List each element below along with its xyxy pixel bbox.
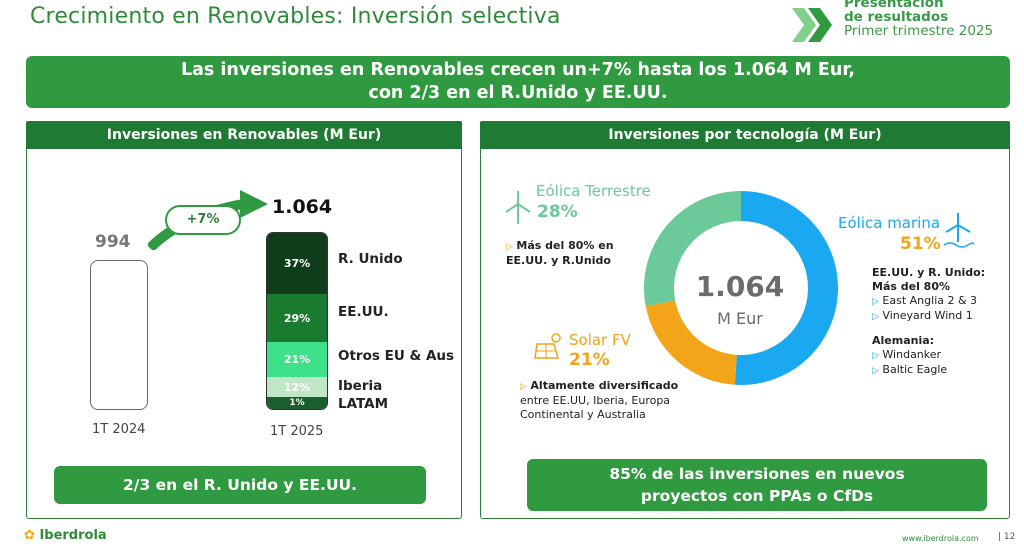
stacked-bar-2025: 37% 29% 21% 12% 1% [266,232,328,410]
offshore-wind-pct: 51% [900,234,941,254]
value-2025: 1.064 [272,196,333,218]
segment-otros-eu-aus: 21% [267,342,327,377]
solar-pv-label: Solar FV [569,331,631,349]
legend-r-unido: R. Unido [338,251,403,267]
bar-2024 [90,260,148,410]
renewables-investment-panel: Inversiones en Renovables (M Eur) [26,121,462,519]
solar-note: ▷ Altamente diversificado entre EE.UU, I… [520,379,679,421]
label-2025: 1T 2025 [270,424,324,439]
ppa-cfd-summary-button: 85% de las inversiones en nuevos proyect… [527,459,987,511]
onshore-note: ▷ Más del 80% en EE.UU. y R.Unido [506,239,614,267]
headline-banner: Las inversiones en Renovables crecen un+… [26,56,1010,108]
donut-slice-e-lica-terrestre [644,191,741,307]
page-title: Crecimiento en Renovables: Inversión sel… [30,4,561,29]
donut-center-value: 1.064 [695,270,785,303]
footer-url[interactable]: www.iberdrola.com [902,534,979,543]
panel-title: Inversiones por tecnología (M Eur) [480,121,1010,149]
wind-turbine-icon [505,191,531,224]
donut-slice-e-lica-marina [734,191,839,385]
segment-latam: 1% [267,397,327,409]
label-2024: 1T 2024 [92,422,146,437]
solar-panel-icon [534,333,561,359]
onshore-wind-label: Eólica Terrestre [536,182,651,200]
uk-usa-summary-button: 2/3 en el R. Unido y EE.UU. [54,466,426,504]
offshore-notes: EE.UU. y R. Unido: Más del 80% ▷ East An… [872,266,986,376]
iberdrola-logo: ✿ Iberdrola [24,528,107,543]
segment-r-unido: 37% [267,233,327,294]
panel-title: Inversiones en Renovables (M Eur) [26,121,462,149]
donut-slice-solar-fv [645,300,737,385]
chevron-logo-icon [792,8,832,42]
segment-iberia: 12% [267,377,327,397]
growth-badge: +7% [165,205,241,235]
segment-ee-uu: 29% [267,294,327,342]
legend-otros-eu-aus: Otros EU & Aus [338,348,455,364]
onshore-wind-pct: 28% [537,202,578,222]
presentation-label: Presentación de resultados Primer trimes… [844,0,994,39]
offshore-turbine-icon [943,213,974,248]
legend-latam: LATAM [338,396,389,412]
legend-iberia: Iberia [338,378,383,394]
technology-donut-chart [644,191,839,385]
legend-ee-uu: EE.UU. [338,304,389,320]
donut-center-unit: M Eur [717,309,763,328]
solar-pv-pct: 21% [569,350,610,370]
technology-investment-panel: Inversiones por tecnología (M Eur) [480,121,1010,519]
value-2024: 994 [95,232,131,252]
offshore-wind-label: Eólica marina [838,214,941,232]
page-number: | 12 [998,532,1016,542]
